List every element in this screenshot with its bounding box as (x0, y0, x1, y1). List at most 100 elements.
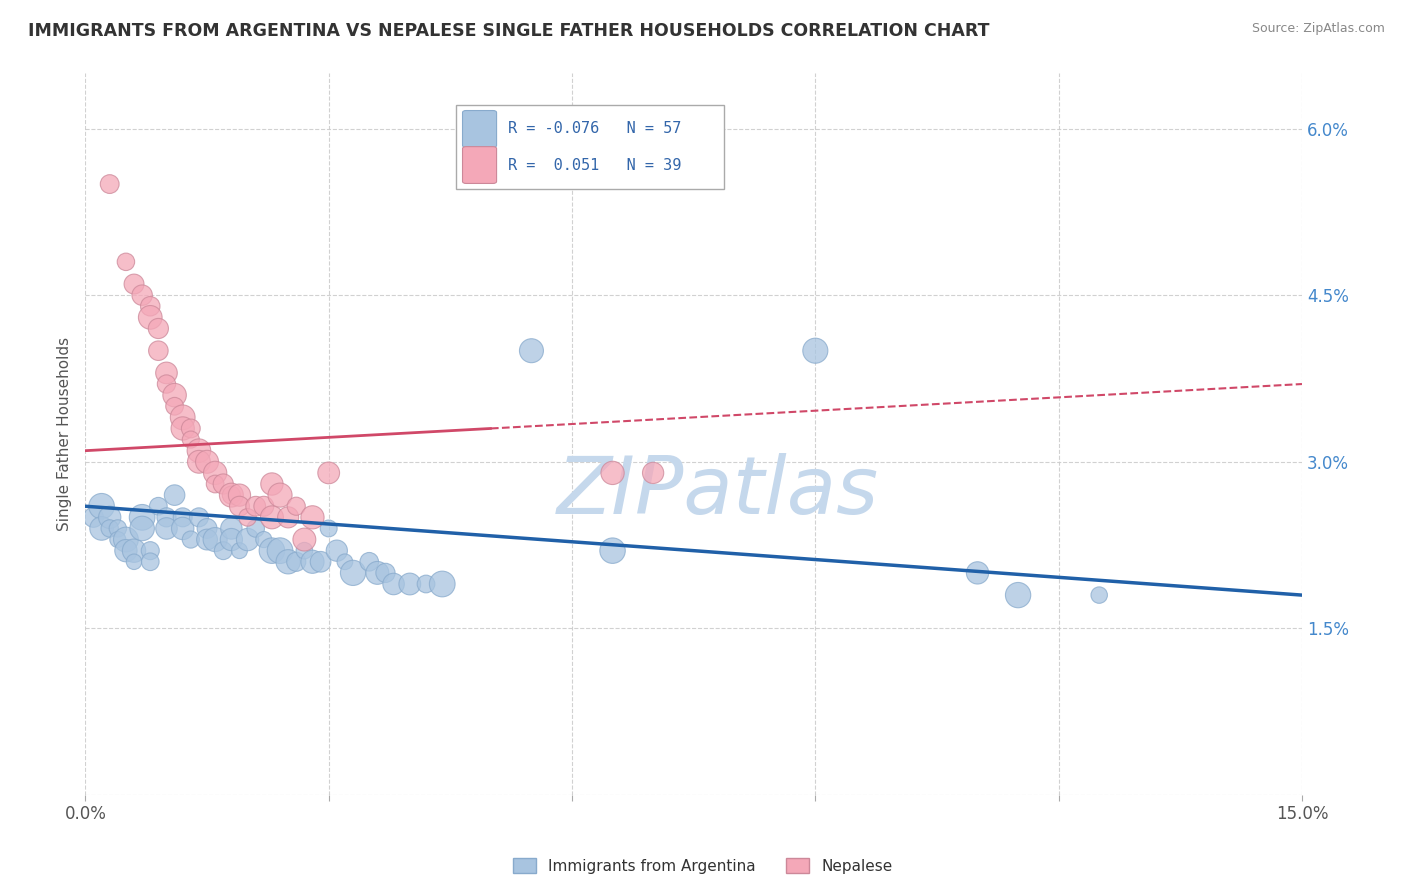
Point (520, 343, 543, 358)
Point (139, 555, 162, 569)
Text: R = -0.076   N = 57: R = -0.076 N = 57 (508, 121, 681, 136)
Text: Source: ZipAtlas.com: Source: ZipAtlas.com (1251, 22, 1385, 36)
Point (187, 455, 209, 469)
Point (260, 543, 283, 558)
Point (115, 543, 138, 558)
Point (139, 310, 162, 325)
Point (204, 466, 226, 480)
Point (155, 521, 177, 535)
Point (415, 577, 437, 591)
Text: ZIPatlas: ZIPatlas (557, 453, 879, 531)
Point (277, 555, 299, 569)
Point (1007, 588, 1029, 602)
Point (163, 399, 186, 413)
Point (398, 577, 420, 591)
Point (122, 277, 145, 291)
Point (292, 533, 315, 547)
Point (245, 500, 267, 514)
Point (382, 577, 405, 591)
Point (90, 521, 112, 535)
Point (342, 566, 364, 580)
Point (285, 500, 308, 514)
Point (163, 488, 186, 502)
Point (804, 343, 827, 358)
Point (359, 555, 381, 569)
Point (148, 321, 170, 335)
Point (187, 510, 209, 524)
Point (212, 543, 235, 558)
Point (228, 488, 250, 502)
Point (228, 543, 250, 558)
Point (260, 477, 283, 491)
Point (180, 433, 202, 447)
Point (221, 488, 243, 502)
Point (148, 343, 170, 358)
Point (122, 543, 145, 558)
Point (1088, 588, 1111, 602)
Point (195, 521, 218, 535)
Point (98, 510, 121, 524)
Point (326, 543, 349, 558)
FancyBboxPatch shape (457, 105, 724, 188)
Point (131, 288, 153, 302)
Point (115, 533, 138, 547)
Point (172, 510, 194, 524)
Point (260, 510, 283, 524)
Legend: Immigrants from Argentina, Nepalese: Immigrants from Argentina, Nepalese (508, 852, 898, 880)
Point (180, 533, 202, 547)
Point (643, 466, 665, 480)
Point (139, 299, 162, 313)
Y-axis label: Single Father Households: Single Father Households (58, 337, 72, 531)
Point (236, 510, 259, 524)
Point (292, 543, 315, 558)
Point (221, 533, 243, 547)
Point (172, 521, 194, 535)
Point (90, 500, 112, 514)
Point (301, 555, 323, 569)
Point (318, 521, 340, 535)
Point (195, 533, 218, 547)
Point (115, 255, 138, 269)
Point (155, 366, 177, 380)
Point (333, 555, 356, 569)
Point (432, 577, 454, 591)
Point (187, 443, 209, 458)
Point (374, 566, 396, 580)
Text: R =  0.051   N = 39: R = 0.051 N = 39 (508, 158, 681, 172)
Point (236, 533, 259, 547)
Point (285, 555, 308, 569)
Point (228, 500, 250, 514)
Point (204, 477, 226, 491)
Point (966, 566, 988, 580)
Point (107, 521, 129, 535)
Point (82, 510, 104, 524)
Point (122, 555, 145, 569)
Point (98, 177, 121, 191)
Point (163, 388, 186, 402)
Point (253, 533, 276, 547)
Point (155, 510, 177, 524)
Point (318, 466, 340, 480)
Point (172, 421, 194, 435)
Point (602, 543, 624, 558)
Point (180, 421, 202, 435)
Point (131, 521, 153, 535)
Point (269, 488, 291, 502)
Point (172, 410, 194, 425)
Point (131, 510, 153, 524)
FancyBboxPatch shape (463, 111, 496, 147)
Point (366, 566, 388, 580)
Point (155, 377, 177, 392)
Point (139, 543, 162, 558)
Text: IMMIGRANTS FROM ARGENTINA VS NEPALESE SINGLE FATHER HOUSEHOLDS CORRELATION CHART: IMMIGRANTS FROM ARGENTINA VS NEPALESE SI… (28, 22, 990, 40)
Point (602, 466, 624, 480)
Point (221, 488, 243, 502)
Point (195, 455, 218, 469)
Point (301, 510, 323, 524)
Point (269, 543, 291, 558)
Point (204, 533, 226, 547)
Point (98, 521, 121, 535)
Point (245, 521, 267, 535)
Point (309, 555, 332, 569)
Point (212, 477, 235, 491)
